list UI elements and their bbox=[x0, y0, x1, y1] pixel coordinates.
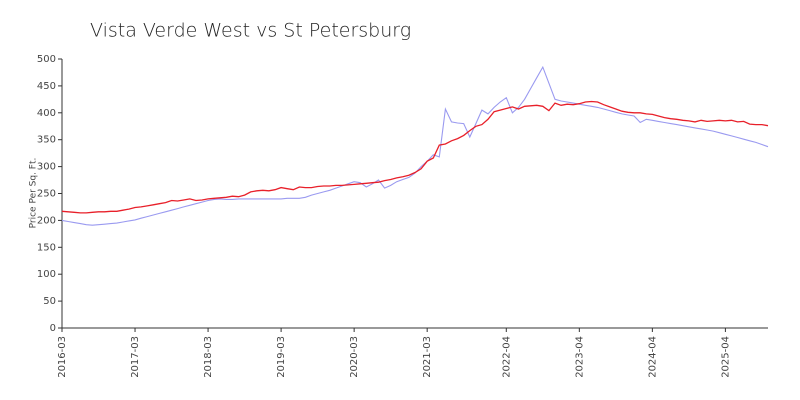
x-tick-label: 2017-03 bbox=[130, 336, 141, 378]
x-tick-label: 2018-03 bbox=[203, 336, 214, 378]
series-line bbox=[61, 100, 769, 214]
y-tick-label: 200 bbox=[37, 215, 56, 226]
x-tick-label: 2024-04 bbox=[647, 336, 658, 378]
chart-title: Vista Verde West vs St Petersburg bbox=[90, 20, 411, 42]
x-tick-label: 2019-03 bbox=[276, 336, 287, 378]
y-tick-label: 150 bbox=[37, 242, 56, 253]
x-tick-label: 2025-04 bbox=[720, 336, 731, 378]
y-tick-label: 250 bbox=[37, 189, 56, 200]
x-tick-label: 2022-04 bbox=[501, 336, 512, 378]
x-tick-label: 2020-03 bbox=[349, 336, 360, 378]
y-tick-label: 300 bbox=[37, 162, 56, 173]
x-tick-label: 2016-03 bbox=[57, 336, 68, 378]
y-tick-label: 400 bbox=[37, 108, 56, 119]
y-tick-label: 350 bbox=[37, 135, 56, 146]
x-tick-label: 2021-03 bbox=[422, 336, 433, 378]
y-tick-label: 50 bbox=[43, 296, 56, 307]
y-tick-label: 500 bbox=[37, 54, 56, 65]
y-tick-label: 100 bbox=[37, 269, 56, 280]
x-tick-label: 2023-04 bbox=[574, 336, 585, 378]
y-axis-label: Price Per Sq. Ft. bbox=[29, 158, 39, 229]
y-tick-label: 450 bbox=[37, 81, 56, 92]
y-tick-label: 0 bbox=[50, 323, 56, 334]
